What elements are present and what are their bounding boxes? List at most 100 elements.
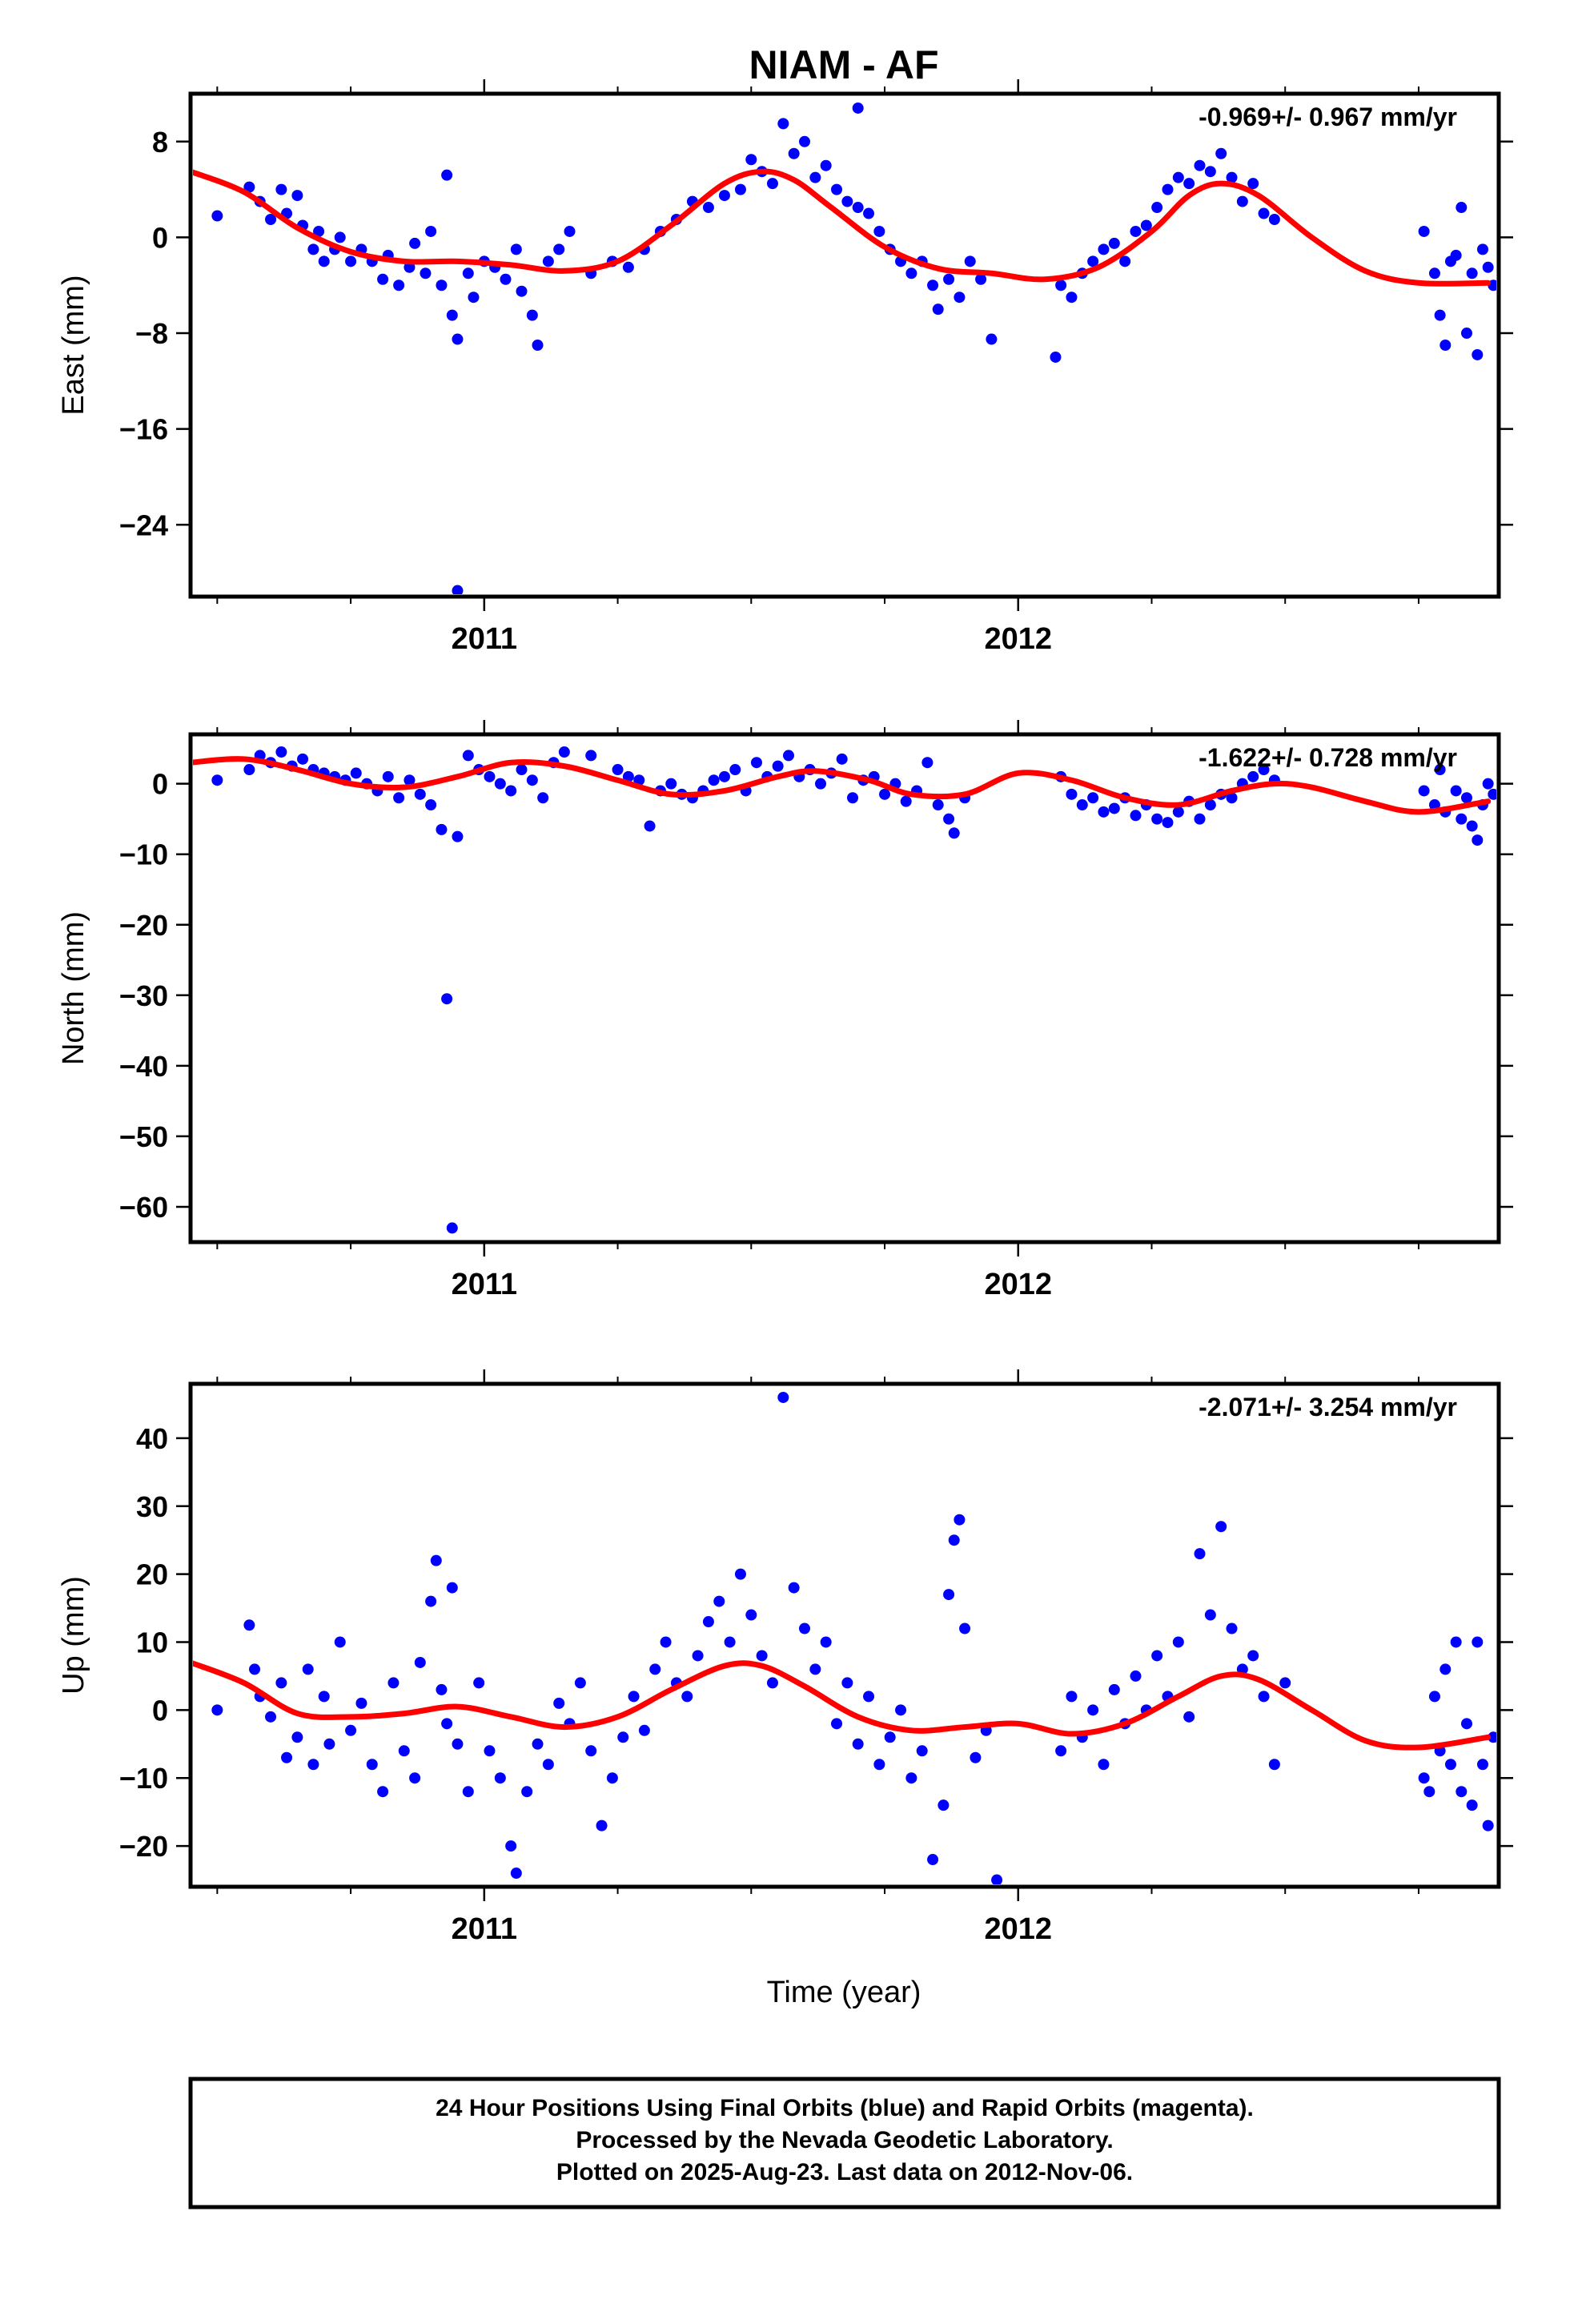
up-data-point	[436, 1683, 448, 1695]
north-data-point	[1194, 813, 1206, 825]
footer-line-1: 24 Hour Positions Using Final Orbits (bl…	[436, 2095, 1254, 2121]
north-data-point	[708, 774, 720, 786]
east-data-point	[1098, 243, 1110, 255]
east-data-point	[516, 285, 528, 297]
up-data-point	[1194, 1548, 1206, 1560]
up-data-point	[970, 1751, 982, 1763]
north-data-point	[404, 774, 416, 786]
north-data-point	[644, 820, 656, 832]
east-data-point	[1482, 261, 1494, 273]
north-x-tick-label: 2011	[452, 1268, 517, 1301]
north-data-point	[814, 778, 826, 790]
up-data-point	[574, 1677, 586, 1689]
up-data-point	[916, 1745, 928, 1757]
east-data-point	[377, 273, 389, 285]
up-x-tick-label: 2011	[452, 1912, 517, 1946]
up-data-point	[863, 1691, 875, 1703]
east-data-point	[820, 159, 832, 171]
up-data-point	[1423, 1786, 1435, 1798]
north-data-point	[1482, 778, 1494, 790]
up-x-tick-label: 2012	[984, 1912, 1052, 1946]
north-data-point	[729, 764, 741, 776]
north-data-point	[921, 757, 934, 769]
east-data-point	[852, 202, 864, 214]
up-data-point	[991, 1874, 1003, 1884]
up-data-point	[745, 1609, 757, 1621]
up-data-point	[766, 1677, 778, 1689]
up-y-tick-label: 0	[152, 1694, 168, 1727]
east-data-point	[409, 237, 421, 249]
north-model-curve	[193, 756, 1492, 815]
up-data-point	[553, 1697, 565, 1709]
up-data-point	[948, 1534, 960, 1546]
up-data-point	[1258, 1691, 1270, 1703]
north-data-point	[1204, 799, 1216, 811]
north-y-tick-label: 0	[152, 768, 168, 801]
up-data-point	[905, 1772, 917, 1784]
north-data-point	[1434, 764, 1446, 776]
east-data-point	[462, 267, 474, 279]
up-rate-label: -2.071+/- 3.254 mm/yr	[1199, 1393, 1457, 1421]
east-data-point	[1119, 255, 1131, 267]
north-data-point	[1066, 788, 1078, 800]
up-data-point	[323, 1738, 335, 1750]
up-data-point	[1130, 1670, 1142, 1682]
up-data-point	[1226, 1622, 1238, 1634]
north-plot-frame	[188, 732, 1501, 1244]
up-data-point	[1472, 1636, 1484, 1648]
up-data-point	[692, 1650, 704, 1662]
north-data-point	[243, 764, 255, 776]
up-data-point	[628, 1691, 640, 1703]
north-panel: 2011 2012 0 −10 −20 −30 −40 −50 −60 North (mm) -1.…	[57, 720, 1513, 1301]
up-data-point	[617, 1731, 629, 1743]
up-data-point	[1087, 1704, 1099, 1716]
north-data-point	[297, 753, 309, 765]
east-data-point	[564, 225, 576, 237]
east-data-point	[1236, 195, 1248, 207]
north-data-point	[484, 770, 496, 782]
east-data-point	[745, 154, 757, 166]
up-data-point	[927, 1854, 939, 1866]
east-data-point	[275, 183, 287, 195]
up-data-point	[249, 1663, 261, 1675]
up-data-point	[1108, 1683, 1120, 1695]
east-y-tick-label: −24	[119, 509, 168, 541]
north-data-point	[441, 993, 453, 1005]
east-data-point	[873, 225, 885, 237]
up-panel: 2011 2012 40 30 20 10 0 −10 −20 Up (mm) -2.071+/- …	[57, 1369, 1513, 1946]
north-data-point	[1418, 785, 1430, 797]
up-data-point	[1247, 1650, 1259, 1662]
up-data-point	[473, 1677, 485, 1689]
up-data-point	[798, 1622, 810, 1634]
up-data-point	[1172, 1636, 1184, 1648]
north-y-axis-label: North (mm)	[57, 911, 90, 1065]
north-data-point	[414, 788, 426, 800]
up-data-point	[724, 1636, 736, 1648]
north-data-point	[879, 788, 891, 800]
north-data-point	[1450, 785, 1462, 797]
up-data-point	[521, 1786, 533, 1798]
up-data-point	[1183, 1711, 1195, 1723]
east-data-point	[1108, 237, 1120, 249]
north-data-point	[665, 778, 677, 790]
up-data-point	[830, 1718, 842, 1730]
up-data-point	[307, 1759, 319, 1771]
up-y-axis-label: Up (mm)	[57, 1576, 90, 1695]
up-data-point	[1482, 1819, 1494, 1831]
east-data-point	[1050, 351, 1062, 363]
footer-line-3: Plotted on 2025-Aug-23. Last data on 201…	[556, 2159, 1133, 2185]
north-data-point	[718, 770, 730, 782]
up-data-point	[1456, 1786, 1468, 1798]
up-data-point	[1450, 1636, 1462, 1648]
up-data-layer	[193, 1391, 1496, 1884]
east-data-point	[788, 147, 800, 159]
north-data-point	[932, 799, 944, 811]
up-data-point	[959, 1622, 971, 1634]
north-data-point	[516, 764, 528, 776]
north-data-point	[1172, 806, 1184, 818]
north-data-point	[585, 750, 597, 762]
north-data-point	[1258, 764, 1270, 776]
up-data-point	[1151, 1650, 1163, 1662]
north-x-tick-label: 2012	[984, 1268, 1052, 1301]
